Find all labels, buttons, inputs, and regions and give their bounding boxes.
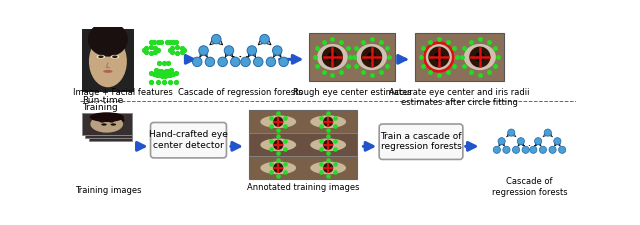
Circle shape <box>361 47 382 68</box>
Circle shape <box>534 138 541 145</box>
Ellipse shape <box>88 22 128 57</box>
Ellipse shape <box>109 120 114 123</box>
Text: Accurate eye center and iris radii
estimates after circle fitting: Accurate eye center and iris radii estim… <box>389 88 530 107</box>
Ellipse shape <box>111 123 116 126</box>
FancyBboxPatch shape <box>90 119 132 141</box>
Text: · · ·: · · · <box>523 143 536 149</box>
Ellipse shape <box>111 55 119 59</box>
Ellipse shape <box>260 162 296 174</box>
Circle shape <box>469 47 490 68</box>
Circle shape <box>508 129 515 136</box>
Ellipse shape <box>103 126 109 129</box>
Circle shape <box>205 57 214 67</box>
Text: Image + Facial features: Image + Facial features <box>74 88 173 97</box>
Text: Training: Training <box>83 103 118 112</box>
Ellipse shape <box>356 44 387 70</box>
Ellipse shape <box>90 115 123 133</box>
Circle shape <box>247 46 257 55</box>
Circle shape <box>559 146 566 153</box>
Text: Train a cascade of
regression forests: Train a cascade of regression forests <box>380 132 461 151</box>
Circle shape <box>498 138 505 145</box>
Circle shape <box>279 57 289 67</box>
Text: Rough eye center estimates: Rough eye center estimates <box>292 88 412 97</box>
Circle shape <box>428 47 449 68</box>
Ellipse shape <box>260 138 296 151</box>
Text: · · ·: · · · <box>232 53 249 62</box>
Circle shape <box>193 57 202 67</box>
Ellipse shape <box>93 115 125 125</box>
Ellipse shape <box>260 115 296 128</box>
Ellipse shape <box>101 123 107 126</box>
Circle shape <box>230 57 240 67</box>
Ellipse shape <box>93 119 124 136</box>
Ellipse shape <box>103 70 113 73</box>
Text: Cascade of regression forests: Cascade of regression forests <box>178 88 303 97</box>
FancyBboxPatch shape <box>379 124 463 160</box>
Ellipse shape <box>310 162 346 174</box>
Circle shape <box>260 34 269 44</box>
FancyBboxPatch shape <box>249 156 358 180</box>
Circle shape <box>273 117 284 127</box>
Ellipse shape <box>98 55 104 58</box>
Circle shape <box>323 163 333 173</box>
Circle shape <box>434 52 444 62</box>
Ellipse shape <box>96 118 125 128</box>
FancyBboxPatch shape <box>415 33 504 81</box>
Ellipse shape <box>99 120 105 123</box>
Circle shape <box>211 34 221 44</box>
Text: Annotated training images: Annotated training images <box>247 182 360 191</box>
Circle shape <box>549 146 556 153</box>
Circle shape <box>530 146 537 153</box>
Circle shape <box>367 52 376 62</box>
Circle shape <box>253 57 263 67</box>
Circle shape <box>540 146 547 153</box>
Circle shape <box>544 129 552 136</box>
Ellipse shape <box>90 112 124 122</box>
FancyBboxPatch shape <box>81 29 134 92</box>
Circle shape <box>328 52 337 62</box>
Circle shape <box>322 47 343 68</box>
Circle shape <box>513 146 520 153</box>
Circle shape <box>218 57 227 67</box>
Ellipse shape <box>317 44 348 70</box>
Circle shape <box>273 46 282 55</box>
Ellipse shape <box>89 36 127 87</box>
Circle shape <box>266 57 276 67</box>
FancyBboxPatch shape <box>81 113 132 135</box>
Ellipse shape <box>464 44 496 70</box>
Ellipse shape <box>310 115 346 128</box>
FancyBboxPatch shape <box>249 133 358 156</box>
Text: Run-time: Run-time <box>83 96 124 105</box>
FancyBboxPatch shape <box>150 122 227 158</box>
Text: Cascade of
regression forests: Cascade of regression forests <box>492 177 567 197</box>
Ellipse shape <box>423 44 455 70</box>
Ellipse shape <box>97 122 124 139</box>
Circle shape <box>273 140 284 150</box>
FancyBboxPatch shape <box>309 33 395 81</box>
Circle shape <box>522 146 529 153</box>
FancyBboxPatch shape <box>102 29 114 36</box>
Ellipse shape <box>112 55 118 58</box>
Circle shape <box>323 117 333 127</box>
Circle shape <box>475 52 484 62</box>
Circle shape <box>554 138 561 145</box>
Circle shape <box>493 146 500 153</box>
Circle shape <box>273 163 284 173</box>
Ellipse shape <box>113 126 118 129</box>
Circle shape <box>517 138 524 145</box>
Circle shape <box>503 146 510 153</box>
Circle shape <box>323 140 333 150</box>
Circle shape <box>241 57 250 67</box>
Ellipse shape <box>310 138 346 151</box>
Text: Hand-crafted eye
center detector: Hand-crafted eye center detector <box>149 130 228 150</box>
FancyBboxPatch shape <box>249 110 358 133</box>
Text: Training images: Training images <box>75 186 141 195</box>
Circle shape <box>199 46 209 55</box>
Ellipse shape <box>97 55 105 59</box>
FancyBboxPatch shape <box>85 116 132 138</box>
Circle shape <box>224 46 234 55</box>
